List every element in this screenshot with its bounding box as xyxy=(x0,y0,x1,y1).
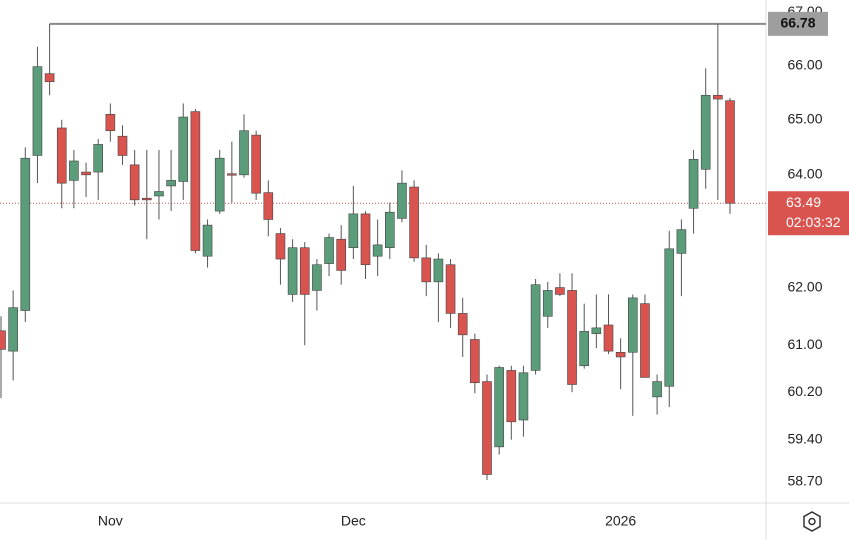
body xyxy=(117,135,128,156)
body xyxy=(239,130,249,176)
body xyxy=(470,339,480,384)
body xyxy=(0,330,6,350)
body xyxy=(56,127,67,184)
settings-icon-center xyxy=(808,517,816,526)
body xyxy=(227,173,237,176)
body xyxy=(348,213,359,248)
body xyxy=(615,351,626,358)
body xyxy=(275,233,286,260)
body xyxy=(299,247,310,295)
body xyxy=(263,192,274,220)
body xyxy=(518,372,529,421)
body xyxy=(93,144,103,173)
body xyxy=(20,157,31,311)
body xyxy=(591,327,602,334)
body xyxy=(445,264,456,314)
body xyxy=(142,197,152,201)
body xyxy=(700,94,711,170)
body xyxy=(494,367,504,448)
body xyxy=(154,191,164,197)
y-tick-label: 58.70 xyxy=(787,472,822,488)
body xyxy=(530,284,541,371)
x-tick-label: Dec xyxy=(341,513,366,529)
body xyxy=(421,257,432,283)
body xyxy=(542,290,553,317)
body xyxy=(433,258,444,283)
body xyxy=(105,114,116,132)
body xyxy=(384,211,395,248)
x-tick-label: 2026 xyxy=(605,513,636,529)
body xyxy=(457,313,468,336)
countdown-label: 02:03:32 xyxy=(786,214,841,230)
body xyxy=(397,182,407,219)
body xyxy=(688,159,699,209)
body xyxy=(69,160,79,181)
body xyxy=(506,370,517,423)
body xyxy=(44,73,55,83)
body xyxy=(482,381,492,475)
last-price-box xyxy=(768,191,849,236)
body xyxy=(664,248,675,387)
body xyxy=(336,238,347,271)
body xyxy=(652,381,662,398)
y-tick-label: 65.00 xyxy=(787,110,822,126)
y-tick-label: 59.40 xyxy=(787,430,822,446)
body xyxy=(178,116,189,182)
body xyxy=(713,94,723,100)
body xyxy=(8,307,18,352)
body xyxy=(251,134,261,194)
body xyxy=(676,229,687,254)
body xyxy=(372,244,383,257)
body xyxy=(32,66,43,156)
settings-icon[interactable] xyxy=(803,511,821,532)
body xyxy=(579,331,590,367)
body xyxy=(567,290,577,385)
high-label: 66.78 xyxy=(780,15,815,31)
body xyxy=(360,213,371,266)
body xyxy=(409,186,419,259)
x-tick-label: Nov xyxy=(98,513,123,529)
y-tick-label: 60.20 xyxy=(787,383,822,399)
body xyxy=(555,287,565,295)
high-label-box xyxy=(768,11,828,36)
y-tick-label: 61.00 xyxy=(787,336,822,352)
body xyxy=(190,111,201,251)
body xyxy=(725,100,735,204)
body xyxy=(129,164,140,201)
y-tick-label: 62.00 xyxy=(787,278,822,294)
body xyxy=(202,224,213,257)
last-price-label: 63.49 xyxy=(786,194,821,210)
body xyxy=(287,247,298,295)
y-tick-label: 66.00 xyxy=(787,56,822,72)
y-tick-label: 64.00 xyxy=(787,166,822,182)
body xyxy=(640,303,650,378)
body xyxy=(603,324,614,352)
body xyxy=(214,157,225,212)
body xyxy=(166,180,176,187)
body xyxy=(312,264,322,291)
body xyxy=(627,297,638,353)
body xyxy=(81,171,91,176)
body xyxy=(324,237,334,264)
